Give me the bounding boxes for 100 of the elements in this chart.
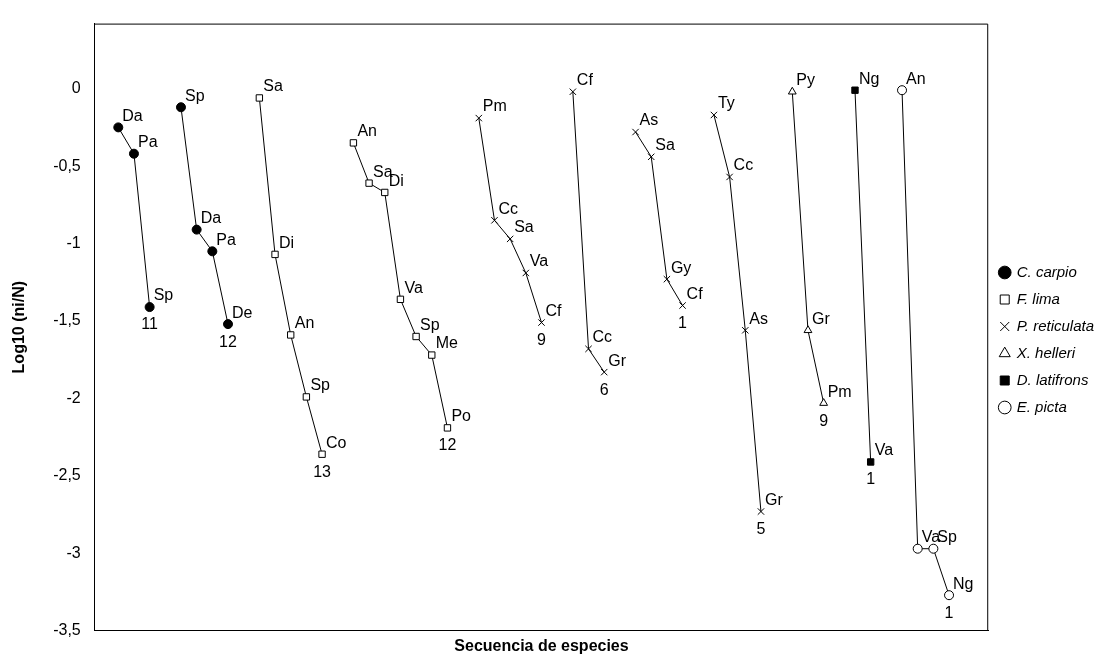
legend-label: F. lima <box>1016 289 1060 307</box>
y-tick-label: -2 <box>66 388 81 406</box>
point <box>490 216 499 224</box>
point <box>428 351 436 359</box>
data-label: Cf <box>545 301 563 319</box>
point <box>710 111 718 119</box>
point <box>349 139 358 147</box>
data-label: Gy <box>670 258 692 276</box>
point <box>506 235 514 243</box>
annotation: 11 <box>141 315 159 333</box>
point <box>928 543 939 554</box>
annotation: 9 <box>537 330 547 348</box>
data-label: As <box>749 309 768 327</box>
data-label: Gr <box>811 309 831 327</box>
data-label: Ty <box>717 94 735 112</box>
data-label: An <box>357 122 377 140</box>
point <box>631 128 640 136</box>
x-axis-title: Secuencia de especies <box>454 636 629 654</box>
data-label: An <box>294 314 315 332</box>
point <box>944 590 955 601</box>
annotation: 13 <box>313 462 332 480</box>
data-label: Da <box>200 209 222 227</box>
point <box>741 326 749 334</box>
point <box>663 275 671 283</box>
point <box>318 450 326 458</box>
legend-label: E. picta <box>1016 397 1067 415</box>
point <box>725 173 734 181</box>
point <box>396 295 405 303</box>
point <box>223 319 234 330</box>
point <box>128 148 139 159</box>
data-label: Sa <box>263 77 284 95</box>
legend-label: X. helleri <box>1015 343 1076 361</box>
point <box>302 393 311 401</box>
point <box>365 179 373 187</box>
point <box>803 325 813 334</box>
annotation: 1 <box>866 470 876 488</box>
point <box>569 88 577 96</box>
point <box>207 246 218 257</box>
legend-label: D. latifrons <box>1016 370 1089 388</box>
data-label: Va <box>874 441 894 459</box>
point <box>113 122 124 133</box>
point <box>412 332 420 341</box>
data-label: Sp <box>310 376 331 394</box>
annotation: 12 <box>219 332 238 350</box>
data-label: Pa <box>216 230 236 248</box>
data-label: Cc <box>498 199 519 217</box>
data-label: Sa <box>514 218 534 236</box>
y-tick-label: -0,5 <box>53 156 81 174</box>
data-label: Co <box>326 433 347 451</box>
point <box>897 85 908 96</box>
annotation: 6 <box>599 380 609 398</box>
data-label: Pm <box>482 97 507 115</box>
data-label: As <box>639 111 659 129</box>
point <box>271 250 279 259</box>
data-label: Pm <box>827 382 852 400</box>
y-tick-label: -3 <box>66 543 81 561</box>
point <box>443 424 452 432</box>
data-label: Sp <box>184 86 205 104</box>
annotation: 12 <box>438 436 457 454</box>
data-label: Gr <box>608 351 627 369</box>
annotation: 9 <box>819 411 829 429</box>
point <box>787 86 797 95</box>
y-tick-label: -1 <box>66 233 81 251</box>
data-label: Cc <box>733 156 754 174</box>
y-tick-label: -2,5 <box>53 466 81 484</box>
data-label: Sp <box>153 286 174 304</box>
point <box>522 269 530 277</box>
y-tick-label: 0 <box>71 79 81 97</box>
y-tick-label: -1,5 <box>53 311 81 329</box>
data-label: Ng <box>858 69 880 87</box>
point <box>175 102 186 113</box>
annotation: 1 <box>944 603 954 621</box>
point <box>647 153 655 161</box>
point <box>819 398 829 406</box>
y-axis-title: Log10 (ni/N) <box>10 280 28 374</box>
y-tick-label: -3,5 <box>53 621 81 639</box>
point <box>600 368 608 376</box>
data-label: Po <box>451 407 472 425</box>
annotation: 5 <box>756 519 766 537</box>
data-label: Va <box>404 278 423 296</box>
data-label: Sa <box>655 136 675 154</box>
point <box>381 188 389 197</box>
data-label: Di <box>279 233 295 251</box>
data-label: Py <box>796 71 815 89</box>
point <box>255 94 264 102</box>
point <box>475 114 483 122</box>
data-label: Me <box>435 334 459 352</box>
data-label: Da <box>122 106 143 124</box>
data-label: Cc <box>592 328 613 346</box>
point <box>866 458 875 466</box>
data-label: Va <box>529 252 549 270</box>
point <box>287 331 295 339</box>
point <box>678 301 687 310</box>
legend-label: C. carpio <box>1016 262 1077 280</box>
data-label: Cf <box>686 284 704 302</box>
data-label: Pa <box>137 133 158 151</box>
data-label: Sp <box>420 315 440 333</box>
point <box>757 507 765 516</box>
point <box>584 345 593 353</box>
data-label: De <box>232 303 253 321</box>
